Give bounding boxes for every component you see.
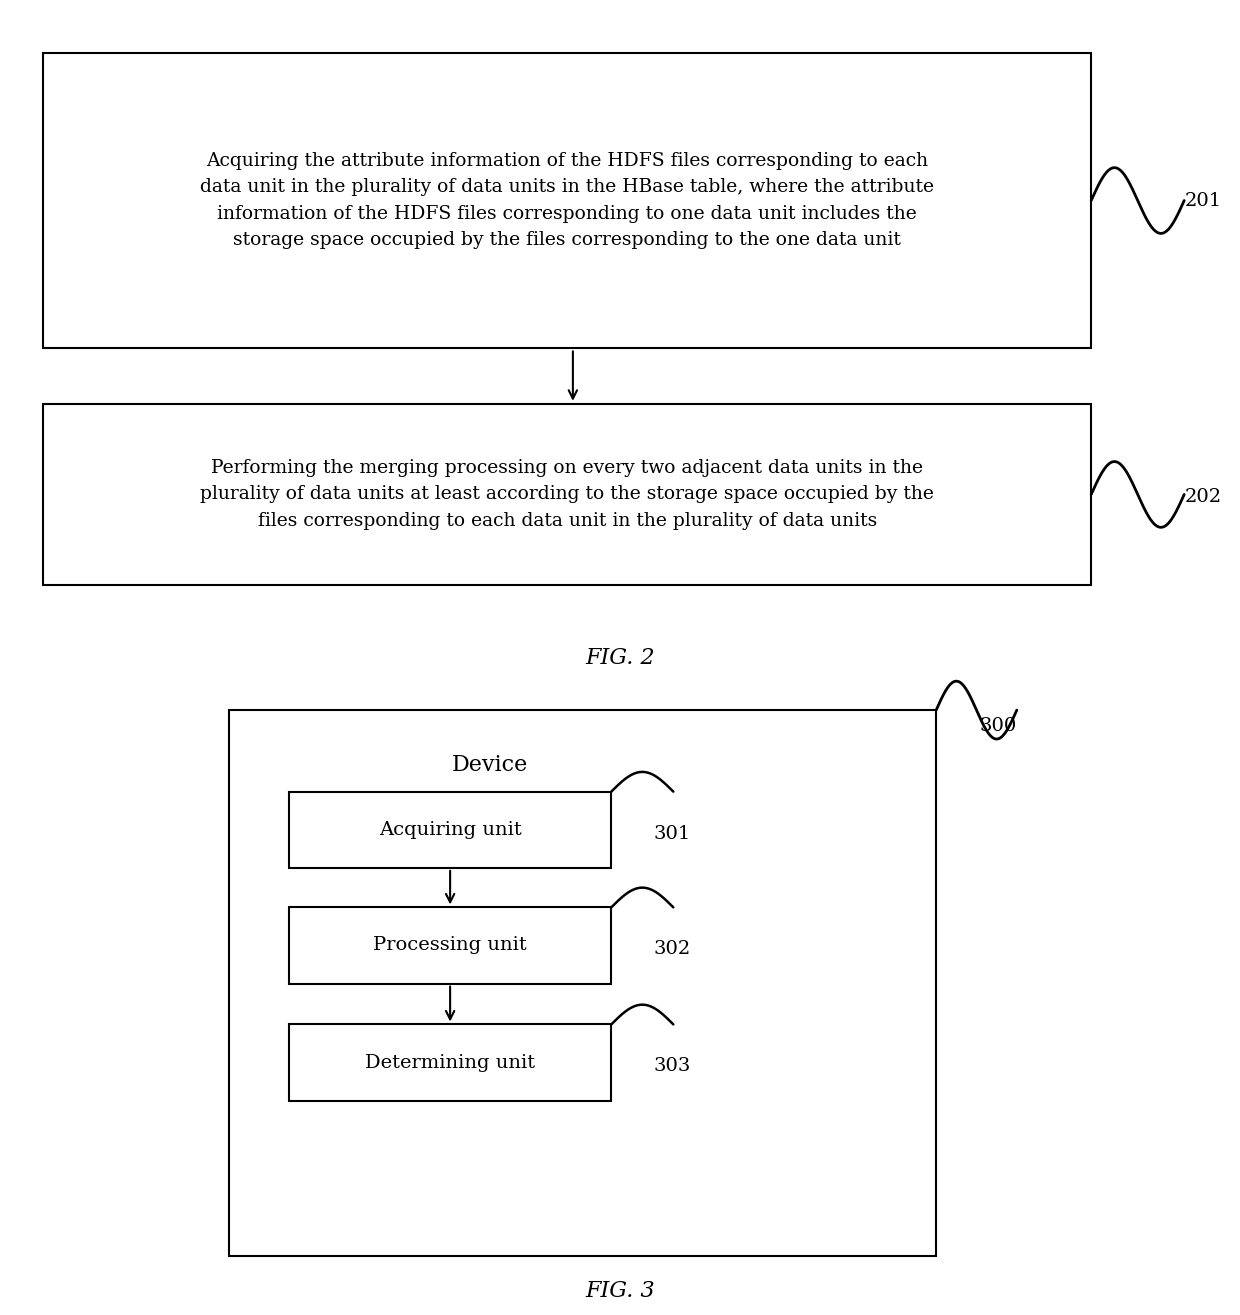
Text: Device: Device: [451, 755, 528, 776]
FancyBboxPatch shape: [43, 53, 1091, 348]
Text: 301: 301: [653, 825, 691, 843]
Text: 303: 303: [653, 1057, 691, 1076]
FancyBboxPatch shape: [229, 710, 936, 1256]
FancyBboxPatch shape: [289, 1024, 611, 1101]
Text: FIG. 3: FIG. 3: [585, 1281, 655, 1302]
Text: Acquiring the attribute information of the HDFS files corresponding to each
data: Acquiring the attribute information of t…: [201, 153, 934, 249]
Text: 302: 302: [653, 940, 691, 959]
Text: Performing the merging processing on every two adjacent data units in the
plural: Performing the merging processing on eve…: [201, 459, 934, 530]
Text: Determining unit: Determining unit: [365, 1053, 536, 1072]
Text: Processing unit: Processing unit: [373, 936, 527, 955]
FancyBboxPatch shape: [289, 907, 611, 984]
Text: FIG. 2: FIG. 2: [585, 647, 655, 668]
Text: 202: 202: [1184, 488, 1221, 506]
Text: Acquiring unit: Acquiring unit: [378, 821, 522, 839]
Text: 300: 300: [980, 717, 1017, 735]
Text: 201: 201: [1184, 192, 1221, 210]
FancyBboxPatch shape: [289, 792, 611, 868]
FancyBboxPatch shape: [43, 404, 1091, 585]
